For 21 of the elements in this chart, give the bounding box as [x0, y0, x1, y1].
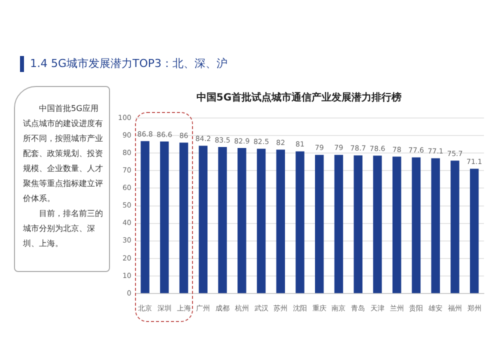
- bar: [179, 142, 188, 294]
- bar: [276, 150, 285, 294]
- bar: [373, 156, 382, 294]
- bar: [256, 148, 266, 294]
- bar: [296, 151, 304, 294]
- bar: [450, 160, 460, 294]
- text-card: 中国首批5G应用试点城市的建设进度有所不同，按照城市产业配套、政策规划、投资规模、企业数量、人才聚焦等重点指标建立评价体系。 目前，排名前三的城市分别为北京、深圳、上海。: [14, 86, 110, 272]
- bar: [238, 148, 246, 294]
- bar: [198, 146, 208, 294]
- chart-subtitle: 中国5G首批试点城市通信产业发展潜力排行榜: [196, 92, 402, 104]
- bar: [470, 168, 479, 294]
- bar: [412, 157, 421, 294]
- bar: [334, 154, 344, 294]
- bar: [160, 142, 169, 294]
- bar: [218, 146, 227, 294]
- chart-title: 1.4 5G城市发展潜力TOP3：北、深、沪: [30, 56, 228, 72]
- bar: [354, 155, 362, 294]
- bar: [392, 156, 402, 294]
- bar: [431, 158, 440, 294]
- bar: [315, 154, 324, 294]
- bar: [140, 141, 150, 294]
